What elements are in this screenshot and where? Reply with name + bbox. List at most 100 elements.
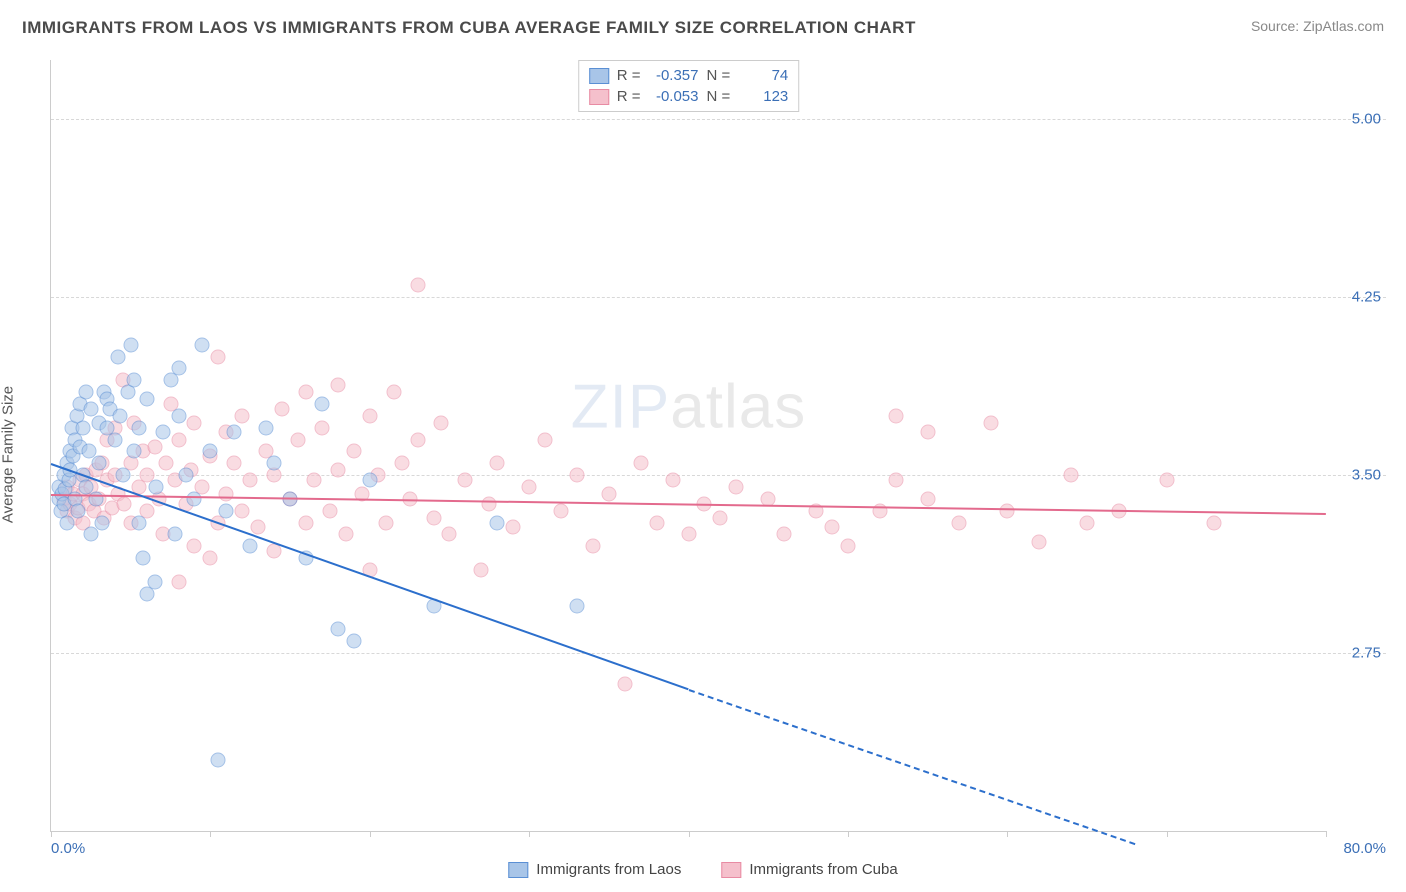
legend-item-laos: Immigrants from Laos <box>508 861 681 878</box>
data-point <box>617 676 632 691</box>
swatch-laos <box>589 68 609 84</box>
data-point <box>107 432 122 447</box>
data-point <box>171 361 186 376</box>
data-point <box>920 425 935 440</box>
data-point <box>410 432 425 447</box>
data-point <box>95 515 110 530</box>
data-point <box>1000 503 1015 518</box>
data-point <box>338 527 353 542</box>
data-point <box>569 598 584 613</box>
x-tick <box>529 831 530 837</box>
x-tick <box>1007 831 1008 837</box>
data-point <box>227 456 242 471</box>
data-point <box>554 503 569 518</box>
y-tick-label: 5.00 <box>1352 111 1381 128</box>
data-point <box>251 520 266 535</box>
data-point <box>83 527 98 542</box>
data-point <box>490 456 505 471</box>
x-axis-min-label: 0.0% <box>51 840 85 857</box>
data-point <box>59 515 74 530</box>
data-point <box>168 527 183 542</box>
source-prefix: Source: <box>1251 18 1303 34</box>
data-point <box>681 527 696 542</box>
chart-title: IMMIGRANTS FROM LAOS VS IMMIGRANTS FROM … <box>22 18 916 38</box>
data-point <box>952 515 967 530</box>
trend-line <box>51 463 689 690</box>
data-point <box>458 472 473 487</box>
data-point <box>1207 515 1222 530</box>
watermark: ZIPatlas <box>571 371 806 442</box>
data-point <box>1032 534 1047 549</box>
data-point <box>203 551 218 566</box>
data-point <box>330 378 345 393</box>
data-point <box>649 515 664 530</box>
data-point <box>131 420 146 435</box>
r-value-laos: -0.357 <box>649 67 699 84</box>
data-point <box>126 444 141 459</box>
data-point <box>91 456 106 471</box>
swatch-laos-bottom <box>508 862 528 878</box>
data-point <box>139 392 154 407</box>
data-point <box>123 337 138 352</box>
data-point <box>378 515 393 530</box>
data-point <box>777 527 792 542</box>
data-point <box>1079 515 1094 530</box>
correlation-legend: R = -0.357 N = 74 R = -0.053 N = 123 <box>578 60 800 112</box>
data-point <box>522 480 537 495</box>
y-tick-label: 4.25 <box>1352 289 1381 306</box>
data-point <box>243 472 258 487</box>
data-point <box>117 496 132 511</box>
data-point <box>171 432 186 447</box>
data-point <box>330 463 345 478</box>
data-point <box>888 472 903 487</box>
x-axis-max-label: 80.0% <box>1343 840 1386 857</box>
n-label: N = <box>707 67 731 84</box>
r-label: R = <box>617 88 641 105</box>
data-point <box>71 503 86 518</box>
data-point <box>920 491 935 506</box>
data-point <box>386 385 401 400</box>
data-point <box>187 539 202 554</box>
data-point <box>235 408 250 423</box>
data-point <box>840 539 855 554</box>
source-link[interactable]: ZipAtlas.com <box>1303 18 1384 34</box>
x-tick <box>370 831 371 837</box>
data-point <box>259 420 274 435</box>
data-point <box>211 752 226 767</box>
data-point <box>131 515 146 530</box>
x-tick <box>51 831 52 837</box>
data-point <box>187 491 202 506</box>
gridline <box>51 297 1386 298</box>
data-point <box>299 515 314 530</box>
n-label: N = <box>707 88 731 105</box>
x-tick <box>1167 831 1168 837</box>
data-point <box>235 503 250 518</box>
data-point <box>506 520 521 535</box>
data-point <box>83 401 98 416</box>
y-tick-label: 2.75 <box>1352 645 1381 662</box>
n-value-laos: 74 <box>738 67 788 84</box>
watermark-zip: ZIP <box>571 372 670 441</box>
data-point <box>426 510 441 525</box>
data-point <box>346 444 361 459</box>
gridline <box>51 653 1386 654</box>
data-point <box>299 385 314 400</box>
legend-row-cuba: R = -0.053 N = 123 <box>589 86 789 107</box>
data-point <box>306 472 321 487</box>
data-point <box>291 432 306 447</box>
data-point <box>824 520 839 535</box>
data-point <box>110 349 125 364</box>
data-point <box>601 487 616 502</box>
chart-container: R = -0.357 N = 74 R = -0.053 N = 123 ZIP… <box>50 60 1386 832</box>
x-tick <box>210 831 211 837</box>
r-value-cuba: -0.053 <box>649 88 699 105</box>
data-point <box>346 634 361 649</box>
data-point <box>569 468 584 483</box>
y-tick-label: 3.50 <box>1352 467 1381 484</box>
legend-item-cuba: Immigrants from Cuba <box>721 861 897 878</box>
data-point <box>155 425 170 440</box>
x-tick <box>1326 831 1327 837</box>
data-point <box>490 515 505 530</box>
gridline <box>51 119 1386 120</box>
series-legend: Immigrants from Laos Immigrants from Cub… <box>508 861 897 878</box>
